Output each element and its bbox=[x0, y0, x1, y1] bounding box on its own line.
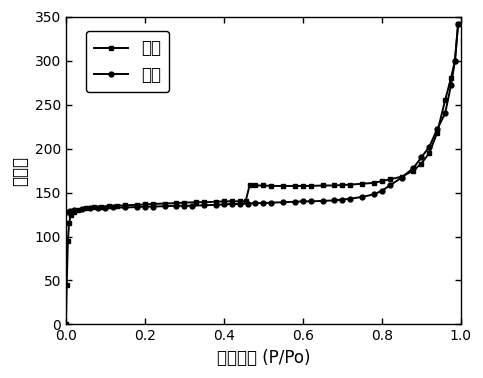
脱附 bbox=[452, 58, 458, 63]
脱附 bbox=[418, 155, 424, 160]
X-axis label: 相对压力 (P/Po): 相对压力 (P/Po) bbox=[217, 349, 310, 367]
脱附 bbox=[237, 202, 242, 206]
Line: 脱附: 脱附 bbox=[66, 21, 461, 214]
脱附 bbox=[182, 203, 187, 208]
脱附 bbox=[260, 201, 266, 205]
脱附 bbox=[269, 200, 274, 205]
脱附 bbox=[111, 205, 116, 210]
脱附 bbox=[455, 22, 461, 26]
脱附 bbox=[280, 200, 286, 204]
脱附 bbox=[134, 205, 140, 209]
脱附 bbox=[213, 203, 219, 207]
脱附 bbox=[79, 207, 85, 212]
脱附 bbox=[245, 201, 251, 206]
脱附 bbox=[253, 201, 258, 205]
吸附 bbox=[114, 203, 120, 208]
Line: 吸附: 吸附 bbox=[63, 21, 461, 327]
脱附 bbox=[340, 197, 345, 202]
脱附 bbox=[371, 192, 377, 197]
脱附 bbox=[87, 206, 93, 211]
脱附 bbox=[442, 111, 448, 116]
吸附 bbox=[452, 58, 458, 63]
吸附 bbox=[162, 201, 168, 206]
脱附 bbox=[411, 166, 416, 170]
脱附 bbox=[221, 202, 227, 207]
脱附 bbox=[379, 189, 385, 193]
脱附 bbox=[65, 210, 71, 214]
脱附 bbox=[300, 199, 306, 204]
脱附 bbox=[122, 205, 128, 210]
脱附 bbox=[332, 198, 338, 203]
脱附 bbox=[387, 183, 393, 188]
脱附 bbox=[201, 203, 207, 208]
脱附 bbox=[71, 208, 77, 212]
脱附 bbox=[292, 200, 298, 204]
脱附 bbox=[102, 206, 108, 210]
脱附 bbox=[150, 204, 156, 209]
吸附 bbox=[150, 202, 156, 206]
Legend: 吸附, 脱附: 吸附, 脱附 bbox=[86, 31, 170, 92]
吸附 bbox=[308, 184, 313, 188]
Y-axis label: 吸附量: 吸附量 bbox=[11, 155, 29, 186]
脱附 bbox=[399, 175, 405, 180]
脱附 bbox=[142, 204, 148, 209]
脱附 bbox=[189, 203, 195, 208]
脱附 bbox=[67, 209, 73, 213]
脱附 bbox=[359, 195, 365, 199]
脱附 bbox=[448, 83, 454, 87]
吸附 bbox=[455, 22, 461, 26]
脱附 bbox=[434, 127, 440, 132]
脱附 bbox=[162, 204, 168, 208]
吸附 bbox=[340, 183, 345, 187]
脱附 bbox=[426, 144, 432, 149]
脱附 bbox=[308, 199, 313, 204]
脱附 bbox=[95, 206, 100, 211]
吸附 bbox=[63, 322, 69, 327]
脱附 bbox=[320, 198, 326, 203]
脱附 bbox=[347, 197, 353, 201]
脱附 bbox=[173, 203, 179, 208]
脱附 bbox=[229, 202, 235, 206]
